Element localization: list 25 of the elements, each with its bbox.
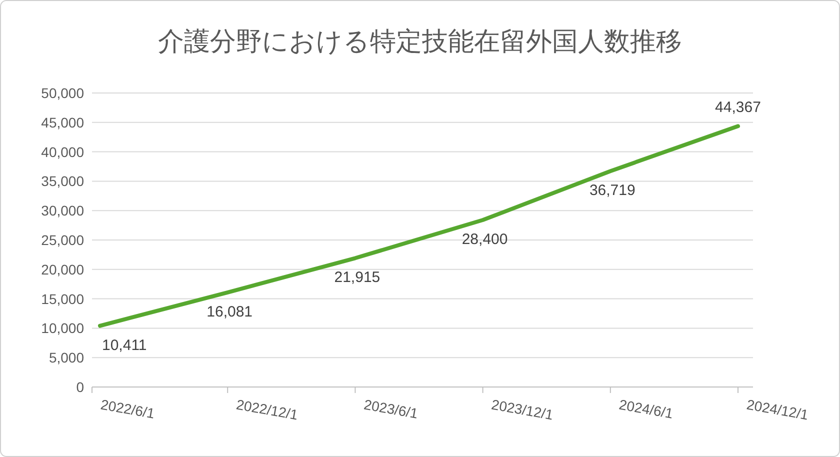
x-tick-label: 2024/12/1 — [745, 396, 810, 423]
y-tick-label: 25,000 — [41, 232, 84, 248]
y-tick-label: 35,000 — [41, 173, 84, 190]
y-tick-label: 50,000 — [41, 85, 84, 101]
y-tick-label: 0 — [76, 379, 84, 395]
x-tick-label: 2022/12/1 — [235, 396, 300, 423]
chart-title: 介護分野における特定技能在留外国人数推移 — [158, 26, 682, 56]
data-label: 28,400 — [462, 231, 508, 248]
y-tick-label: 40,000 — [41, 144, 84, 160]
data-label: 10,411 — [102, 336, 147, 354]
y-tick-label: 30,000 — [41, 202, 84, 219]
y-tick-label: 45,000 — [41, 114, 84, 130]
y-tick-label: 10,000 — [41, 320, 84, 336]
y-tick-label: 15,000 — [41, 290, 84, 307]
line-series — [98, 124, 740, 328]
data-label: 44,367 — [715, 99, 761, 116]
x-tick-label: 2023/12/1 — [490, 396, 555, 423]
data-label: 36,719 — [589, 182, 636, 200]
y-tick-label: 5,000 — [48, 350, 84, 366]
data-label: 16,081 — [206, 303, 253, 320]
x-tick-label: 2024/6/1 — [618, 396, 675, 422]
x-tick-label: 2022/6/1 — [99, 396, 156, 422]
y-tick-label: 20,000 — [41, 261, 84, 278]
data-label: 21,915 — [334, 269, 380, 286]
x-tick-label: 2023/6/1 — [362, 396, 420, 422]
